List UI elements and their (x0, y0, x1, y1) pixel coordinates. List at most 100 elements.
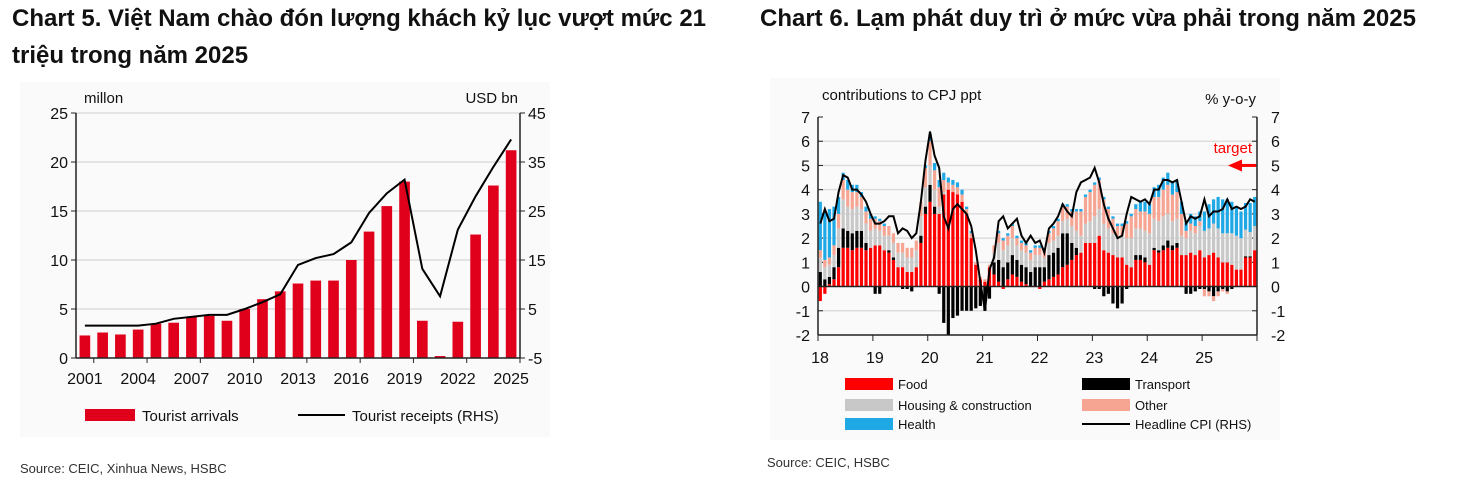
bar-other (1056, 221, 1060, 236)
bar-health (823, 211, 827, 260)
bar-other (1225, 291, 1229, 294)
bar-transport (923, 206, 928, 214)
bar-housing-construction (846, 206, 850, 231)
bar-food (942, 194, 946, 287)
bar-other (859, 196, 864, 210)
bar-health (878, 218, 882, 222)
bar-food (905, 272, 909, 287)
bar-food (1083, 242, 1088, 287)
bar-transport (1230, 286, 1234, 289)
bar-tourist-arrivals (79, 335, 91, 358)
y2-tick-label: 6 (1271, 134, 1280, 151)
bar-food (1211, 252, 1216, 287)
legend-label-other: Other (1135, 398, 1168, 413)
bar-food (859, 247, 864, 287)
bar-transport (969, 286, 973, 311)
bar-housing-construction (1175, 218, 1179, 243)
x-tick-label: 2016 (333, 371, 369, 388)
bar-other (836, 213, 841, 229)
bar-health (1230, 201, 1234, 234)
bar-transport (850, 233, 854, 251)
legend-label-housing-construction: Housing & construction (898, 398, 1032, 413)
bar-housing-construction (910, 257, 914, 273)
bar-tourist-arrivals (470, 234, 481, 358)
bar-other (1221, 288, 1225, 292)
bar-housing-construction (1061, 221, 1065, 234)
bar-tourist-arrivals (150, 323, 162, 358)
bar-transport (1006, 262, 1010, 280)
bar-other (1175, 192, 1179, 219)
bar-other (969, 233, 973, 239)
bar-health (1189, 213, 1193, 224)
bar-other (974, 262, 978, 265)
bar-other (928, 141, 932, 166)
bar-food (882, 250, 886, 287)
bar-transport (841, 228, 845, 248)
bar-housing-construction (1193, 233, 1197, 256)
y-tick-label: 7 (801, 110, 810, 127)
bar-transport (1211, 286, 1216, 297)
bar-housing-construction (1230, 233, 1234, 265)
bar-food (1175, 247, 1179, 287)
y2-tick-label: 3 (1271, 207, 1280, 224)
bar-tourist-arrivals (328, 280, 339, 358)
x-tick-label: 18 (811, 350, 829, 367)
bar-other (1038, 247, 1042, 256)
bar-tourist-arrivals (257, 299, 268, 358)
bar-transport (1157, 250, 1161, 253)
bar-other (965, 209, 969, 214)
bar-food (1138, 259, 1142, 287)
bar-tourist-arrivals (168, 322, 180, 358)
bar-transport (855, 230, 859, 248)
legend-swatch-health (845, 418, 893, 430)
bar-food (1106, 252, 1110, 287)
bar-health (846, 179, 850, 190)
bar-other (1051, 228, 1056, 241)
bar-other (878, 221, 882, 231)
bar-transport (1093, 286, 1097, 289)
bar-transport (1225, 286, 1229, 292)
bar-food (1193, 255, 1197, 287)
bar-food (1221, 262, 1225, 287)
y2-tick-label: 2 (1271, 231, 1280, 248)
x-tick-label: 23 (1085, 350, 1103, 367)
bar-food (1024, 284, 1028, 287)
bar-transport (919, 235, 923, 243)
bar-housing-construction (1125, 238, 1129, 265)
chart6-source: Source: CEIC, HSBC (767, 455, 890, 470)
bar-housing-construction (878, 230, 882, 246)
bar-food (878, 245, 882, 287)
bar-other (1198, 221, 1202, 226)
y2-tick-label: 35 (528, 155, 546, 172)
bar-transport (955, 286, 960, 316)
bar-health (1175, 179, 1179, 193)
bar-other (1152, 196, 1156, 219)
bar-housing-construction (882, 235, 886, 251)
bar-food (864, 250, 868, 287)
bar-food (1230, 264, 1234, 287)
bar-housing-construction (1033, 255, 1037, 268)
bar-health (1221, 199, 1225, 234)
bar-housing-construction (997, 242, 1001, 260)
bar-other (946, 182, 950, 190)
bar-transport (832, 267, 836, 280)
bar-food (969, 238, 973, 287)
bar-other (818, 250, 822, 258)
bar-tourist-arrivals (345, 260, 357, 358)
y2-tick-label: 25 (528, 204, 546, 221)
bar-housing-construction (887, 235, 891, 251)
bar-health (946, 177, 950, 183)
bar-other (1019, 242, 1024, 251)
bar-food (1179, 255, 1184, 287)
bar-housing-construction (896, 252, 900, 268)
bar-housing-construction (1111, 233, 1115, 256)
legend-swatch-other (1082, 399, 1130, 411)
bar-food (997, 281, 1001, 287)
bar-housing-construction (1051, 240, 1056, 253)
bar-housing-construction (937, 206, 941, 214)
target-annotation: target (1214, 140, 1253, 157)
bar-food (1042, 281, 1046, 287)
bar-health (969, 230, 973, 234)
bar-housing-construction (1239, 238, 1243, 270)
bar-transport (1166, 240, 1170, 248)
